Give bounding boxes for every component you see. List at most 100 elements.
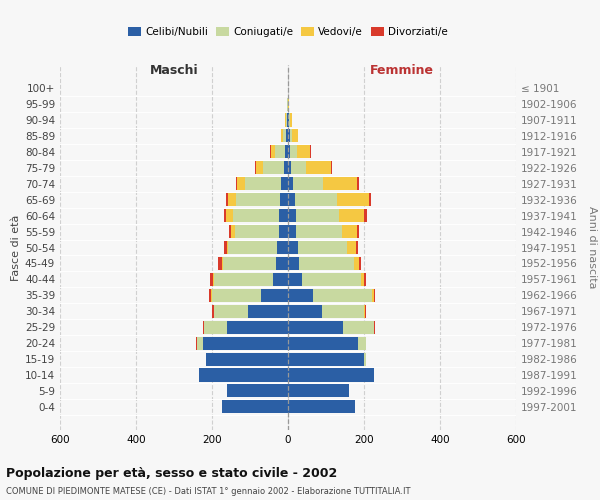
Bar — [238, 177, 245, 190]
Bar — [369, 193, 371, 206]
Y-axis label: Fasce di età: Fasce di età — [11, 214, 21, 280]
Bar — [283, 130, 286, 142]
Bar — [323, 177, 357, 190]
Bar — [297, 146, 310, 158]
Text: COMUNE DI PIEDIMONTE MATESE (CE) - Dati ISTAT 1° gennaio 2002 - Elaborazione TUT: COMUNE DI PIEDIMONTE MATESE (CE) - Dati … — [6, 488, 410, 496]
Bar — [284, 162, 288, 174]
Bar — [364, 273, 366, 286]
Bar — [342, 225, 357, 238]
Bar — [291, 162, 306, 174]
Bar — [347, 241, 356, 254]
Bar — [221, 257, 223, 270]
Bar — [288, 289, 313, 302]
Bar — [288, 257, 299, 270]
Bar — [293, 177, 323, 190]
Bar — [224, 209, 226, 222]
Bar — [273, 273, 288, 286]
Bar — [229, 225, 231, 238]
Bar — [278, 225, 288, 238]
Bar — [223, 257, 276, 270]
Bar — [288, 162, 291, 174]
Bar — [205, 320, 227, 334]
Bar — [256, 162, 263, 174]
Bar — [218, 257, 221, 270]
Bar — [299, 257, 354, 270]
Bar — [364, 209, 367, 222]
Bar — [213, 273, 214, 286]
Bar — [343, 320, 373, 334]
Bar — [288, 400, 355, 413]
Bar — [226, 209, 233, 222]
Bar — [227, 320, 288, 334]
Bar — [290, 130, 292, 142]
Bar — [285, 114, 286, 126]
Bar — [296, 225, 342, 238]
Text: Maschi: Maschi — [149, 64, 199, 77]
Bar — [263, 162, 284, 174]
Bar — [203, 336, 288, 349]
Bar — [331, 162, 332, 174]
Bar — [228, 241, 277, 254]
Bar — [288, 352, 364, 366]
Bar — [245, 177, 281, 190]
Bar — [212, 289, 262, 302]
Bar — [290, 146, 297, 158]
Bar — [211, 289, 212, 302]
Bar — [281, 130, 283, 142]
Bar — [354, 257, 359, 270]
Bar — [236, 177, 238, 190]
Bar — [231, 225, 235, 238]
Bar — [281, 177, 288, 190]
Bar — [288, 130, 290, 142]
Bar — [286, 130, 288, 142]
Bar — [229, 193, 236, 206]
Bar — [288, 368, 373, 382]
Bar — [278, 209, 288, 222]
Bar — [313, 289, 371, 302]
Bar — [288, 225, 296, 238]
Bar — [288, 146, 290, 158]
Bar — [197, 336, 203, 349]
Bar — [235, 225, 278, 238]
Text: Popolazione per età, sesso e stato civile - 2002: Popolazione per età, sesso e stato civil… — [6, 468, 337, 480]
Bar — [373, 289, 374, 302]
Bar — [270, 146, 271, 158]
Bar — [212, 304, 214, 318]
Bar — [298, 241, 347, 254]
Bar — [359, 257, 361, 270]
Bar — [310, 146, 311, 158]
Bar — [289, 114, 290, 126]
Bar — [203, 320, 204, 334]
Bar — [276, 257, 288, 270]
Bar — [286, 114, 287, 126]
Bar — [224, 241, 227, 254]
Legend: Celibi/Nubili, Coniugati/e, Vedovi/e, Divorziati/e: Celibi/Nubili, Coniugati/e, Vedovi/e, Di… — [124, 23, 452, 42]
Bar — [288, 336, 358, 349]
Bar — [290, 114, 292, 126]
Bar — [277, 241, 288, 254]
Bar — [206, 352, 288, 366]
Bar — [340, 209, 364, 222]
Bar — [292, 130, 298, 142]
Bar — [337, 193, 369, 206]
Bar — [285, 146, 288, 158]
Bar — [236, 193, 280, 206]
Bar — [288, 273, 302, 286]
Text: Femmine: Femmine — [370, 64, 434, 77]
Bar — [302, 273, 361, 286]
Bar — [288, 384, 349, 398]
Bar — [288, 177, 293, 190]
Bar — [288, 114, 289, 126]
Bar — [199, 368, 288, 382]
Y-axis label: Anni di nascita: Anni di nascita — [587, 206, 597, 289]
Bar — [365, 304, 366, 318]
Bar — [214, 273, 273, 286]
Bar — [306, 162, 331, 174]
Bar — [227, 384, 288, 398]
Bar — [361, 273, 364, 286]
Bar — [262, 289, 288, 302]
Bar — [254, 162, 256, 174]
Bar — [210, 273, 213, 286]
Bar — [275, 146, 285, 158]
Bar — [271, 146, 275, 158]
